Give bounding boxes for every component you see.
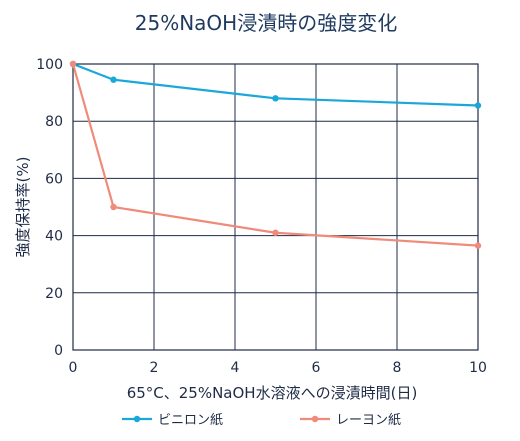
- x-tick-label: 10: [469, 360, 487, 376]
- x-axis-label: 65°C、25%NaOH水溶液への浸漬時間(日): [127, 384, 418, 402]
- legend-label: ビニロン紙: [158, 413, 223, 428]
- x-tick-label: 6: [312, 360, 321, 376]
- data-point: [474, 102, 482, 109]
- grid: [72, 63, 479, 351]
- x-tick-label: 2: [150, 360, 159, 376]
- data-point: [110, 203, 117, 211]
- data-point: [474, 242, 482, 249]
- legend: ビニロン紙 レーヨン紙: [122, 413, 401, 428]
- y-tick-label: 60: [45, 171, 63, 187]
- y-axis-label: 強度保持率(%): [14, 157, 32, 258]
- data-point: [272, 229, 279, 236]
- y-tick-label: 20: [45, 286, 63, 302]
- y-tick-label: 100: [36, 57, 63, 73]
- data-point: [110, 76, 117, 83]
- legend-label: レーヨン紙: [336, 413, 401, 428]
- chart-title: 25%NaOH浸漬時の強度変化: [135, 11, 397, 35]
- x-tick-label: 4: [231, 360, 240, 376]
- series-line-0: [72, 62, 479, 107]
- data-point: [69, 60, 77, 68]
- x-tick-labels: 0 2 4 6 8 10: [69, 360, 487, 376]
- series-line-1: [71, 63, 479, 247]
- x-tick-label: 8: [393, 360, 402, 376]
- plot-frame: [72, 63, 479, 351]
- legend-marker: [311, 415, 319, 423]
- legend-marker: [133, 415, 141, 423]
- y-tick-label: 0: [54, 343, 63, 359]
- data-point: [272, 95, 279, 102]
- series-lines: [69, 60, 482, 249]
- x-tick-label: 0: [69, 360, 78, 376]
- y-tick-label: 40: [45, 229, 63, 245]
- y-tick-label: 80: [45, 114, 63, 130]
- y-tick-labels: 0 20 40 60 80 100: [36, 57, 63, 359]
